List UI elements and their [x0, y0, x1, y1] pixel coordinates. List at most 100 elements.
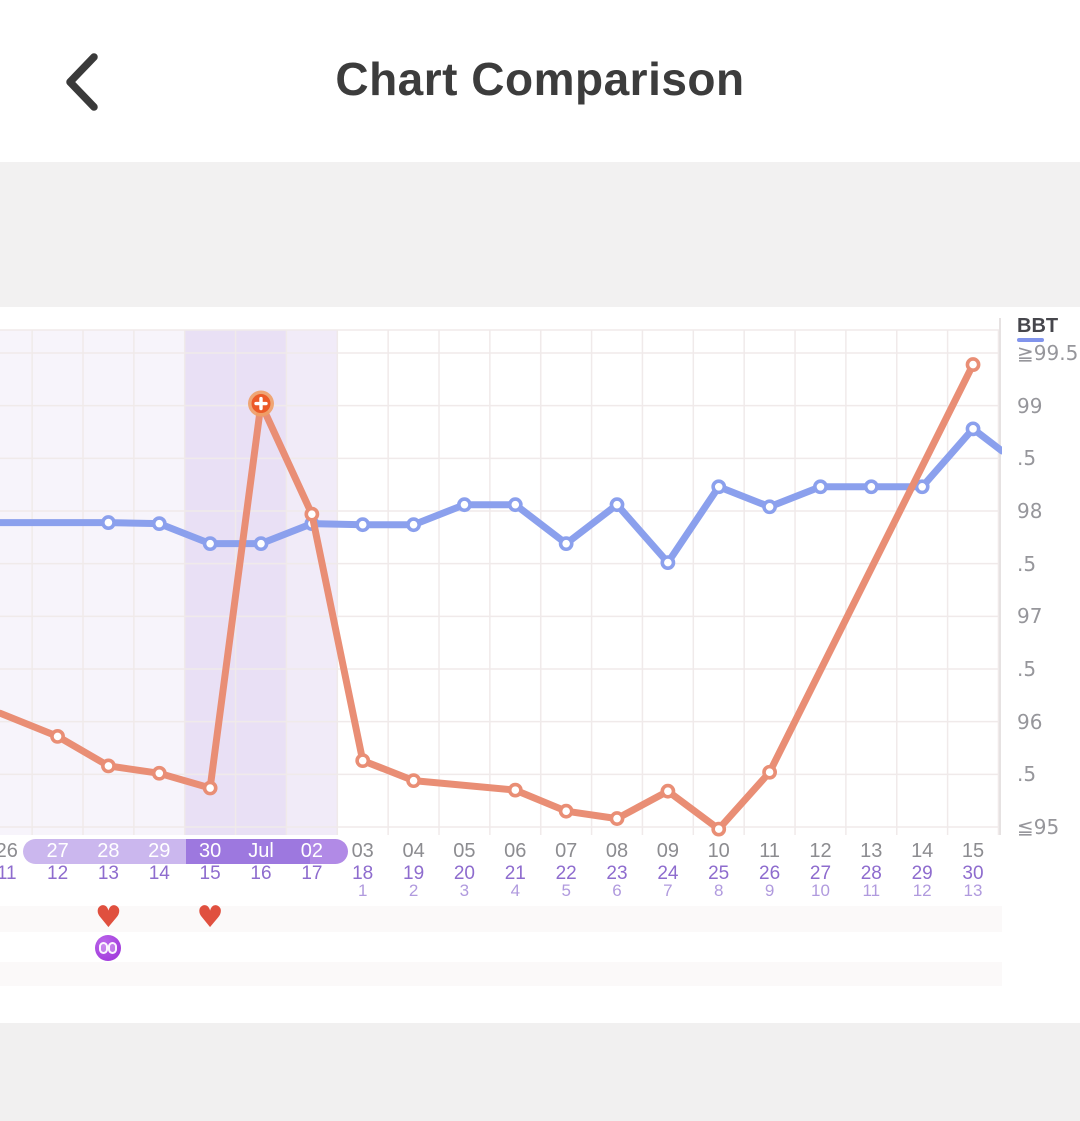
current-cycle-bbt-point[interactable] [304, 506, 320, 522]
period-pill-segment [23, 839, 186, 864]
current-cycle-bbt-point[interactable] [151, 765, 167, 781]
cycle1-day-label: 21 [504, 863, 526, 884]
date-label: 29 [148, 840, 171, 862]
back-button[interactable] [58, 50, 106, 114]
previous-cycle-bbt-point[interactable] [660, 555, 676, 571]
y-axis-tick-label: 96 [1017, 709, 1043, 734]
previous-cycle-bbt-point[interactable] [609, 497, 625, 513]
current-cycle-bbt-point[interactable] [609, 811, 625, 826]
heart-icon: ♥ [94, 900, 122, 935]
current-cycle-bbt-point[interactable] [406, 773, 421, 789]
date-label: 15 [961, 840, 985, 862]
previous-cycle-bbt-point[interactable] [101, 515, 116, 530]
cycle2-day-label: 4 [510, 881, 521, 900]
previous-cycle-bbt-point[interactable] [253, 536, 269, 552]
y-axis: BBT ≧99.5 99 .5 98 .5 97 .5 96 .5 ≦95 [1012, 307, 1080, 847]
previous-cycle-bbt-point[interactable] [507, 497, 523, 513]
intimacy-icon [95, 935, 122, 961]
chevron-left-icon [66, 53, 98, 111]
previous-cycle-bbt-point[interactable] [202, 536, 218, 552]
cycle1-day-label: 23 [606, 863, 628, 884]
previous-cycle-bbt-point[interactable] [762, 499, 777, 515]
previous-cycle-bbt-line [0, 425, 1002, 567]
current-cycle-bbt-point[interactable] [762, 764, 777, 780]
previous-cycle-bbt-point[interactable] [965, 421, 981, 437]
cycle1-day-label: 27 [809, 863, 832, 884]
y-axis-tick-label: .5 [1017, 656, 1037, 681]
cycle2-day-label: 9 [764, 881, 775, 900]
cycle2-day-label: 7 [663, 881, 673, 900]
top-spacer-band [0, 162, 1080, 307]
cycle1-day-label: 25 [708, 863, 730, 884]
date-label: 07 [555, 840, 578, 862]
cycle2-day-label: 6 [612, 881, 622, 900]
period-pill-segment [186, 839, 310, 864]
y-axis-tick-label: 98 [1017, 498, 1043, 523]
current-cycle-bbt-point[interactable] [50, 729, 65, 744]
cycle2-day-label: 10 [811, 881, 830, 900]
cycle1-day-label: 26 [759, 863, 781, 884]
cycle1-day-label: 17 [301, 863, 323, 884]
current-cycle-bbt-point[interactable] [507, 782, 523, 798]
y-axis-title: BBT [1017, 315, 1059, 337]
previous-cycle-bbt-point[interactable] [457, 497, 472, 513]
date-label: 04 [402, 840, 425, 862]
cycle1-day-label: 28 [860, 863, 882, 884]
current-cycle-bbt-point[interactable] [965, 357, 981, 372]
y-axis-tick-label: .5 [1017, 551, 1037, 576]
cycle1-day-label: 29 [911, 863, 933, 884]
plus-icon [254, 396, 268, 411]
date-label: 30 [198, 840, 222, 862]
previous-cycle-bbt-point[interactable] [151, 516, 167, 532]
previous-cycle-bbt-point[interactable] [355, 517, 371, 533]
date-label: 09 [656, 840, 680, 862]
date-label: 08 [605, 840, 629, 862]
y-axis-title-underline [1017, 338, 1044, 342]
current-cycle-bbt-point[interactable] [202, 780, 218, 796]
previous-cycle-bbt-point[interactable] [711, 479, 727, 495]
cycle1-day-label: 18 [352, 863, 374, 884]
bbt-comparison-chart[interactable] [0, 307, 1002, 840]
event-row-intercourse [0, 906, 1002, 932]
y-axis-tick-label: 99 [1017, 393, 1043, 418]
previous-cycle-bbt-point[interactable] [863, 479, 879, 495]
date-label: 02 [300, 840, 324, 862]
cycle1-day-label: 22 [555, 863, 577, 884]
date-label: 06 [504, 840, 527, 862]
current-cycle-bbt-point[interactable] [711, 821, 727, 837]
cycle1-day-label: 24 [657, 863, 679, 884]
previous-cycle-bbt-point[interactable] [813, 479, 828, 495]
current-cycle-bbt-point[interactable] [558, 803, 574, 819]
date-label: 05 [453, 840, 476, 862]
previous-cycle-bbt-point[interactable] [558, 536, 574, 552]
y-axis-tick-label: ≧99.5 [1017, 341, 1079, 365]
date-label: Jul [248, 840, 274, 862]
date-label: 26 [0, 840, 18, 862]
current-cycle-bbt-point[interactable] [660, 783, 676, 799]
current-cycle-bbt-point[interactable] [101, 758, 116, 774]
previous-cycle-bbt-point[interactable] [406, 517, 421, 533]
current-cycle-bbt-point[interactable] [355, 753, 371, 769]
y-axis-tick-label: 97 [1017, 604, 1043, 629]
cycle1-day-label: 13 [97, 863, 119, 884]
previous-cycle-bbt-point[interactable] [914, 479, 930, 495]
cycle1-day-label: 20 [453, 863, 475, 884]
cycle1-day-label: 30 [962, 863, 984, 884]
date-label: 03 [351, 840, 374, 862]
date-label: 28 [97, 840, 120, 862]
cycle1-day-label: 11 [0, 863, 17, 884]
date-label: 14 [911, 840, 934, 862]
cycle1-day-label: 19 [403, 863, 425, 884]
header-bar: Chart Comparison [0, 0, 1080, 162]
y-axis-tick-label: .5 [1017, 446, 1037, 471]
bottom-spacer-band [0, 1023, 1080, 1121]
current-cycle-bbt-line [0, 361, 977, 833]
cycle2-day-label: 1 [357, 881, 368, 900]
date-label: 10 [707, 840, 730, 862]
date-label: 12 [809, 840, 832, 862]
date-label: 13 [860, 840, 883, 862]
plot-band [0, 330, 185, 835]
cycle2-day-label: 3 [459, 881, 470, 900]
event-row-extra [0, 962, 1002, 986]
